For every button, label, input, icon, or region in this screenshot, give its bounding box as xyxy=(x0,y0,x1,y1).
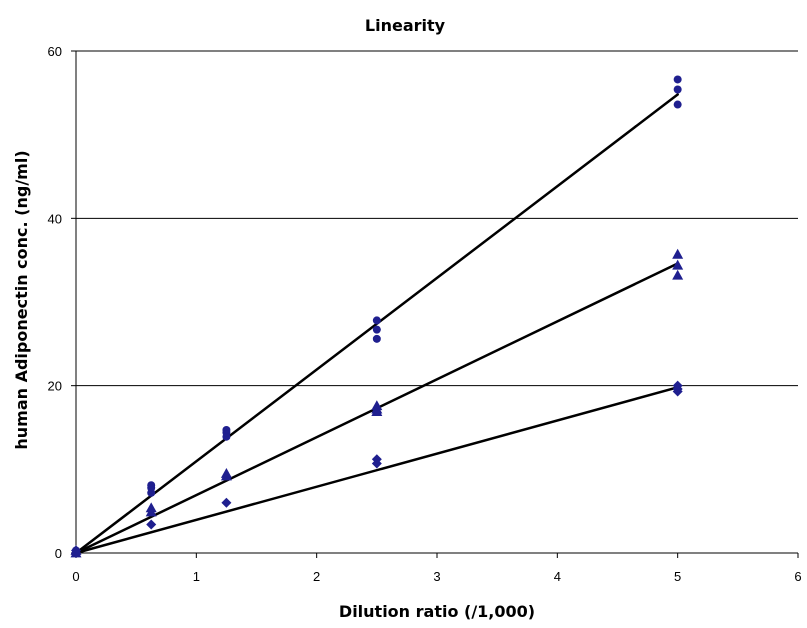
data-point-circle xyxy=(372,325,381,334)
data-point-triangle xyxy=(220,468,232,478)
data-point-circle xyxy=(147,481,156,490)
data-point-circle xyxy=(372,316,381,325)
y-tick-label: 60 xyxy=(48,44,62,59)
data-point-diamond xyxy=(672,380,683,391)
data-point-circle xyxy=(673,75,682,84)
y-tick-label: 0 xyxy=(55,546,62,561)
fit-line-diamond xyxy=(74,386,679,555)
tick-labels: 0 20 40 60 0 1 2 3 4 5 6 xyxy=(48,44,802,584)
data-point-triangle xyxy=(145,502,157,513)
x-tick-label: 5 xyxy=(674,569,681,584)
y-tick-label: 20 xyxy=(48,379,62,394)
data-point-diamond xyxy=(146,519,157,530)
y-tick-label: 40 xyxy=(48,211,62,226)
axis-layer xyxy=(71,50,799,558)
data-point-triangle xyxy=(371,400,383,411)
x-tick-label: 4 xyxy=(554,569,561,584)
x-axis-title: Dilution ratio (/1,000) xyxy=(339,602,535,621)
chart-title: Linearity xyxy=(365,16,446,35)
data-point-diamond xyxy=(371,454,382,465)
x-tick-label: 1 xyxy=(193,569,200,584)
data-point-triangle xyxy=(672,248,684,259)
grid-layer xyxy=(76,50,798,387)
x-tick-label: 6 xyxy=(794,569,801,584)
data-point-triangle xyxy=(672,269,684,280)
x-tick-label: 0 xyxy=(72,569,79,584)
data-point-circle xyxy=(372,334,381,343)
x-tick-label: 3 xyxy=(433,569,440,584)
data-point-diamond xyxy=(221,497,232,508)
data-point-circle xyxy=(673,85,682,94)
y-axis-title: human Adiponectin conc. (ng/ml) xyxy=(12,150,31,449)
data-point-circle xyxy=(673,100,682,109)
x-tick-label: 2 xyxy=(313,569,320,584)
data-point-diamond xyxy=(71,545,81,556)
data-point-triangle xyxy=(672,259,684,270)
data-points xyxy=(70,75,684,558)
data-point-circle xyxy=(222,426,231,435)
